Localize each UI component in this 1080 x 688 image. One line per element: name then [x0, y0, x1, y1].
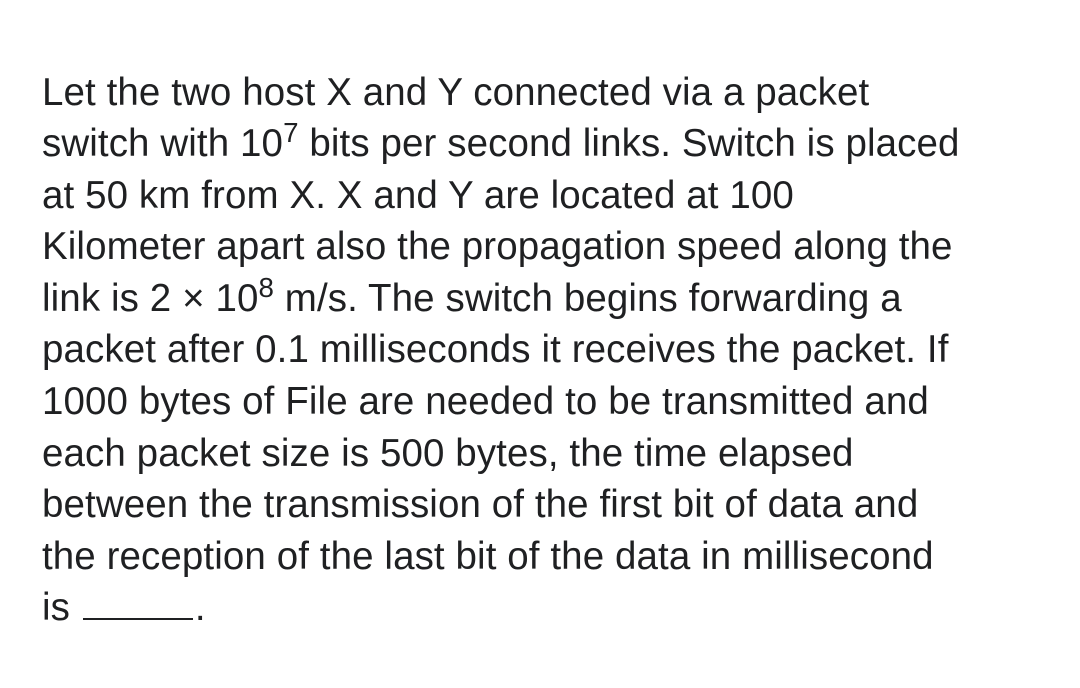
question-text: Let the two host X and Y connected via a…: [42, 67, 966, 634]
text-segment-4: .: [195, 586, 206, 629]
text-segment-3: m/s. The switch begins forwarding a pack…: [42, 277, 949, 629]
superscript-1: 7: [283, 117, 299, 148]
answer-blank[interactable]: [83, 586, 193, 621]
superscript-2: 8: [258, 272, 274, 303]
question-container: Let the two host X and Y connected via a…: [0, 0, 1002, 634]
